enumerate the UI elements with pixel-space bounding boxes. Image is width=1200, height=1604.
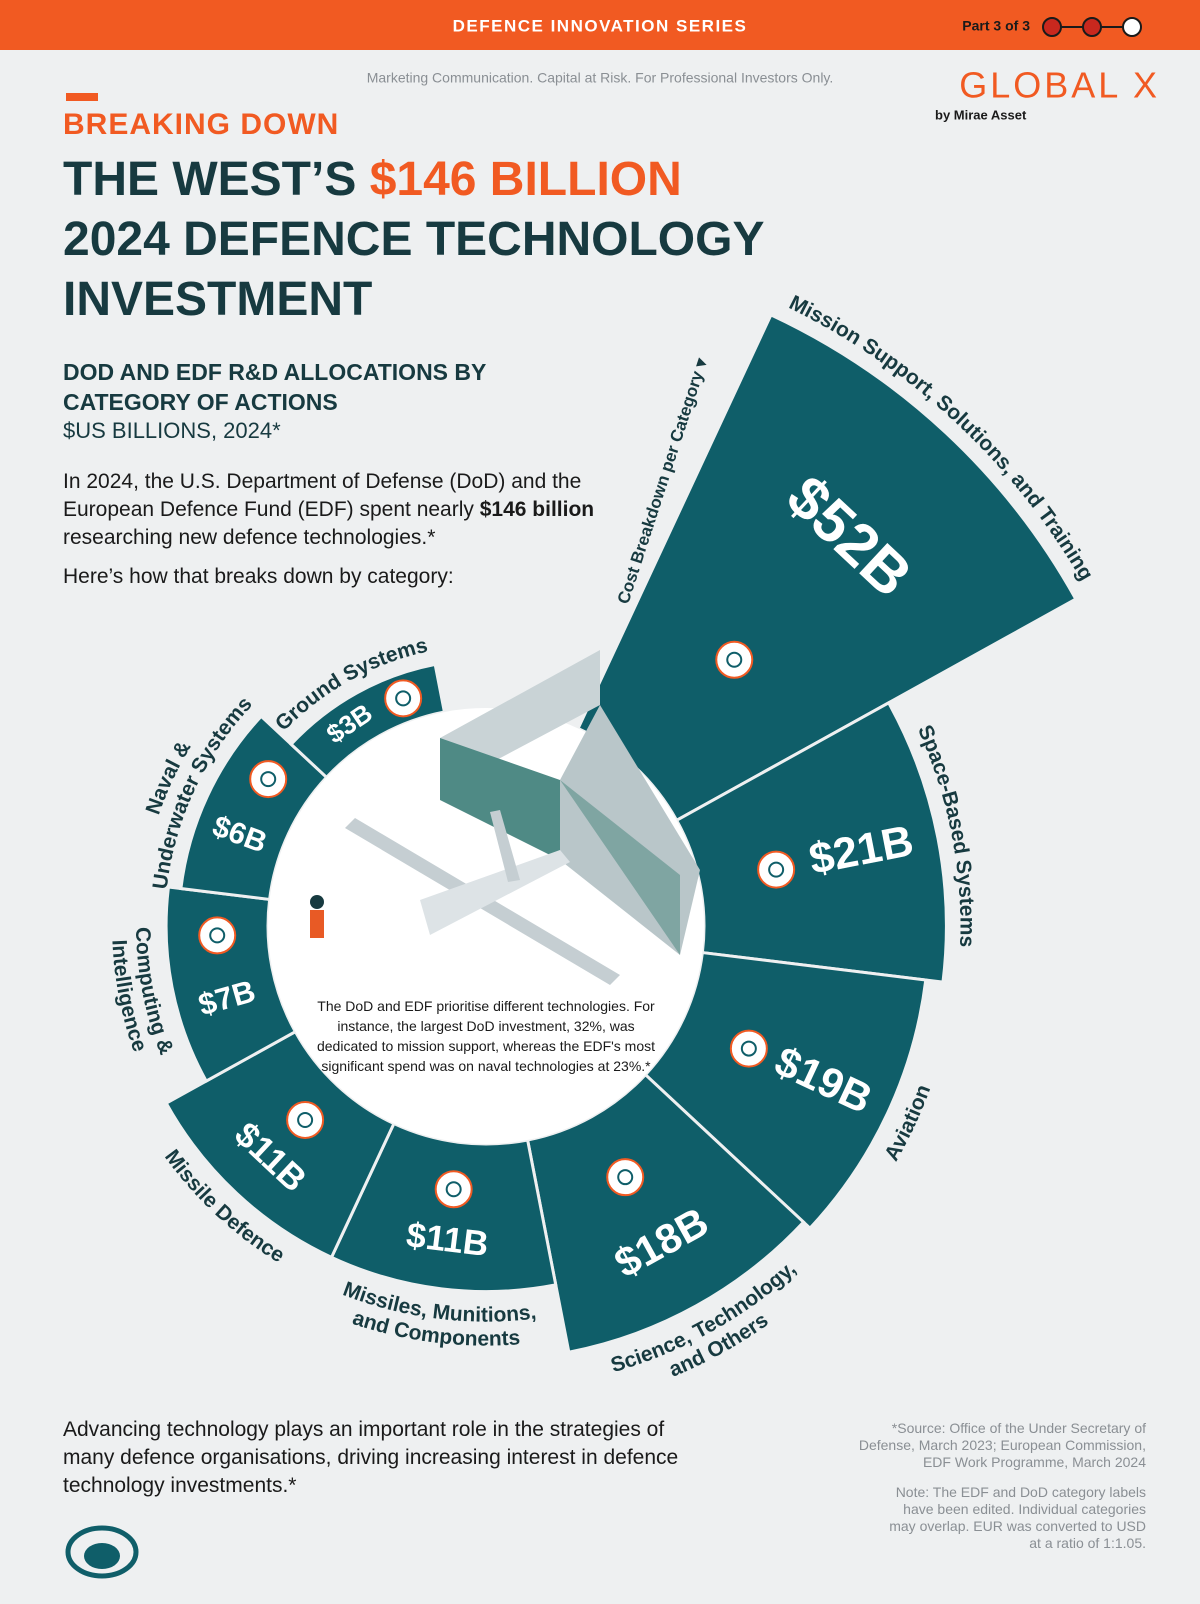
intro-2: Here’s how that breaks down by category: — [63, 565, 454, 588]
logo-sub: by Mirae Asset — [935, 107, 1027, 122]
part-indicator: Part 3 of 3 — [962, 18, 1030, 34]
category-icon-glyph — [297, 1111, 314, 1128]
unit-label: $US BILLIONS, 2024* — [63, 418, 281, 443]
annotation: The DoD and EDF prioritise different tec… — [316, 998, 656, 1074]
disclaimer: Marketing Communication. Capital at Risk… — [367, 70, 834, 86]
banner-text: DEFENCE INNOVATION SERIES — [453, 16, 748, 35]
subtitle: DOD AND EDF R&D ALLOCATIONS BY CATEGORY … — [63, 359, 486, 415]
note: Note: The EDF and DoD category labels ha… — [889, 1484, 1146, 1551]
illustration — [310, 650, 700, 985]
category-icon — [198, 916, 237, 955]
closing: Advancing technology plays an important … — [63, 1418, 679, 1497]
category-icon-glyph — [445, 1181, 462, 1198]
category-icon — [715, 640, 754, 679]
category-icon — [757, 850, 796, 889]
category-icon-glyph — [617, 1169, 634, 1186]
category-icon — [286, 1100, 325, 1139]
category-icon — [606, 1158, 645, 1197]
progress-dots — [1042, 17, 1142, 37]
category-icon-glyph — [395, 690, 412, 707]
category-icon — [384, 679, 423, 718]
category-icon — [434, 1170, 473, 1209]
title: THE WEST’S $146 BILLION 2024 DEFENCE TECH… — [63, 150, 863, 330]
source: *Source: Office of the Under Secretary o… — [858, 1420, 1146, 1470]
title-part: THE WEST’S — [63, 153, 357, 206]
intro: In 2024, the U.S. Department of Defense … — [63, 468, 623, 552]
logo: GLOBAL X — [959, 65, 1160, 106]
category-icon-glyph — [260, 771, 277, 788]
title-part: 2024 DEFENCE TECHNOLOGY INVESTMENT — [63, 213, 764, 326]
intro-bold: $146 billion — [479, 498, 595, 521]
category-icon-glyph — [209, 927, 226, 944]
intro-text: In 2024, the U.S. Department of Defense … — [63, 470, 582, 521]
category-icon-glyph — [768, 861, 785, 878]
footer-icon — [65, 1525, 139, 1579]
category-icon — [729, 1029, 768, 1068]
intro-text: researching new defence technologies.* — [63, 526, 436, 549]
top-banner — [0, 0, 1200, 50]
category-icon-glyph — [740, 1040, 757, 1057]
kicker-bar — [66, 93, 98, 101]
kicker: BREAKING DOWN — [63, 108, 340, 141]
category-icon-glyph — [726, 651, 743, 668]
title-highlight: $146 BILLION — [369, 153, 682, 206]
category-icon — [249, 760, 288, 799]
